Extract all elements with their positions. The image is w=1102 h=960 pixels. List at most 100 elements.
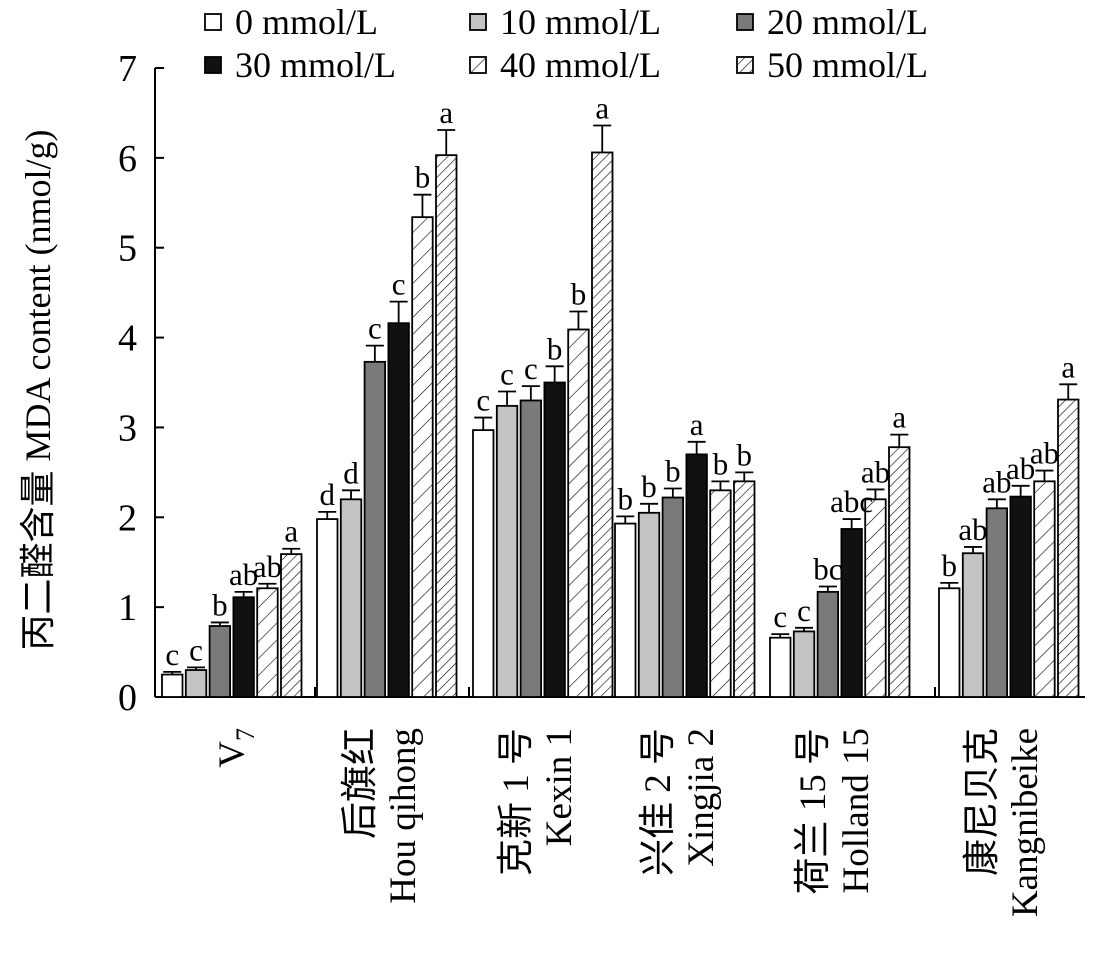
bar (661, 496, 684, 698)
significance-letter: c (368, 311, 382, 346)
significance-letter: ab (229, 557, 258, 592)
y-tick-label: 3 (118, 407, 137, 449)
bar (435, 154, 458, 698)
y-tick-label: 2 (118, 497, 137, 539)
bar (161, 673, 184, 698)
y-tick-label: 7 (118, 48, 137, 90)
bar (591, 151, 614, 698)
category-label-en: Holland 15 (836, 728, 877, 893)
significance-letter: abc (830, 484, 873, 519)
bar (888, 446, 911, 698)
legend-label: 20 mmol/L (767, 2, 928, 42)
significance-letter: c (189, 632, 203, 667)
significance-letter: a (439, 95, 453, 130)
bars (161, 151, 1080, 698)
bar (985, 507, 1008, 698)
bar (316, 518, 339, 698)
bar (184, 669, 208, 698)
bar (637, 511, 661, 698)
bar (519, 399, 542, 698)
y-tick-label: 4 (118, 318, 137, 360)
bar (339, 498, 363, 698)
bar (363, 360, 387, 698)
category-label-main: V (212, 741, 253, 768)
significance-letter: c (476, 383, 490, 418)
significance-letter: ab (861, 454, 890, 489)
significance-letter: b (547, 331, 563, 366)
bar (543, 381, 566, 698)
significance-letter: c (773, 599, 787, 634)
significance-letter: d (343, 455, 359, 490)
bar (232, 596, 255, 698)
significance-letter: a (595, 91, 609, 126)
legend-swatch (469, 56, 487, 74)
legend-label: 50 mmol/L (767, 45, 928, 85)
bar (792, 630, 816, 698)
significance-letter: a (690, 407, 704, 442)
y-axis-label: 丙二醛含量 MDA content (nmol/g) (18, 130, 58, 651)
significance-letter: bc (813, 551, 842, 586)
significance-letter: ab (1030, 436, 1059, 471)
error-bars (163, 124, 1078, 675)
legend: 0 mmol/L 10 mmol/L 20 mmol/L 30 mmol/L 40 mm… (204, 2, 928, 85)
significance-letter: c (797, 593, 811, 628)
y-tick-label: 6 (118, 138, 137, 180)
legend-swatch (736, 56, 754, 74)
bar (1033, 480, 1056, 698)
category-label-zh: 荷兰 15 号 (793, 728, 834, 895)
bar (938, 587, 961, 698)
bar (864, 498, 887, 698)
category-label-en: Xingjia 2 (681, 728, 722, 867)
significance-letter: b (618, 481, 634, 516)
legend-label: 30 mmol/L (235, 45, 396, 85)
y-tick-label: 1 (118, 587, 137, 629)
bar (567, 328, 590, 698)
significance-letter: a (1061, 349, 1075, 384)
significance-letter: b (665, 454, 681, 489)
significance-letter: b (641, 469, 657, 504)
legend-label: 10 mmol/L (500, 2, 661, 42)
legend-swatch (204, 13, 222, 31)
category-label-zh: 克新 1 号 (495, 728, 537, 876)
significance-letter: ab (1006, 451, 1035, 486)
bar (961, 552, 985, 698)
bar (1009, 495, 1032, 698)
category-label: V7 (212, 728, 260, 768)
legend-swatch (469, 13, 487, 31)
significance-letter: b (212, 587, 228, 622)
category-label-en: Kexin 1 (539, 728, 580, 846)
significance-letter: c (524, 351, 538, 386)
significance-letter: ab (253, 549, 282, 584)
bar (769, 636, 792, 698)
significance-letter: b (415, 160, 431, 195)
y-tick-label: 0 (118, 677, 137, 719)
legend-label: 40 mmol/L (500, 45, 661, 85)
bar (256, 587, 279, 698)
legend-label: 0 mmol/L (235, 2, 378, 42)
y-tick-label: 5 (118, 228, 137, 270)
bar (411, 216, 434, 698)
bar (685, 453, 708, 698)
bar (614, 522, 637, 698)
significance-letter: b (713, 446, 729, 481)
category-label-zh: 康尼贝克 (961, 728, 1003, 876)
significance-letter: b (942, 548, 958, 583)
significance-letter: c (500, 356, 514, 391)
bar (387, 322, 410, 698)
significance-letter: d (320, 477, 336, 512)
bar (495, 404, 519, 698)
bar (816, 590, 839, 698)
legend-swatch (736, 13, 754, 31)
significance-letter: b (737, 437, 753, 472)
bar (280, 553, 303, 698)
significance-letter: a (284, 514, 298, 549)
category-label-subscript: 7 (231, 728, 260, 741)
category-label-zh: 兴佳 2 号 (638, 728, 679, 876)
significance-letter: ab (982, 464, 1011, 499)
bar (733, 480, 756, 698)
legend-swatch (204, 56, 222, 74)
bar (472, 429, 495, 698)
bar (840, 528, 863, 698)
